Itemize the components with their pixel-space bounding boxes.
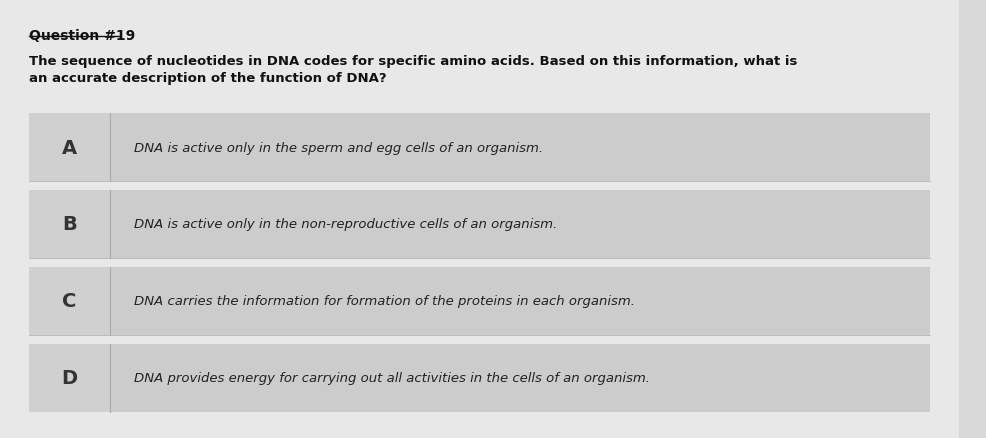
Text: A: A — [62, 138, 77, 157]
Text: DNA provides energy for carrying out all activities in the cells of an organism.: DNA provides energy for carrying out all… — [134, 371, 650, 384]
FancyBboxPatch shape — [29, 267, 110, 335]
Text: B: B — [62, 215, 77, 234]
Text: C: C — [62, 292, 77, 311]
Text: DNA carries the information for formation of the proteins in each organism.: DNA carries the information for formatio… — [134, 295, 635, 307]
Text: DNA is active only in the non-reproductive cells of an organism.: DNA is active only in the non-reproducti… — [134, 218, 557, 231]
Text: Question #19: Question #19 — [29, 28, 135, 42]
FancyBboxPatch shape — [110, 344, 930, 412]
Text: DNA is active only in the sperm and egg cells of an organism.: DNA is active only in the sperm and egg … — [134, 141, 543, 154]
FancyBboxPatch shape — [29, 344, 110, 412]
Text: an accurate description of the function of DNA?: an accurate description of the function … — [29, 72, 387, 85]
FancyBboxPatch shape — [29, 114, 110, 182]
Text: D: D — [61, 368, 78, 387]
FancyBboxPatch shape — [0, 0, 958, 438]
FancyBboxPatch shape — [29, 191, 110, 258]
FancyBboxPatch shape — [110, 267, 930, 335]
Text: The sequence of nucleotides in DNA codes for specific amino acids. Based on this: The sequence of nucleotides in DNA codes… — [29, 55, 797, 68]
FancyBboxPatch shape — [110, 191, 930, 258]
FancyBboxPatch shape — [110, 114, 930, 182]
